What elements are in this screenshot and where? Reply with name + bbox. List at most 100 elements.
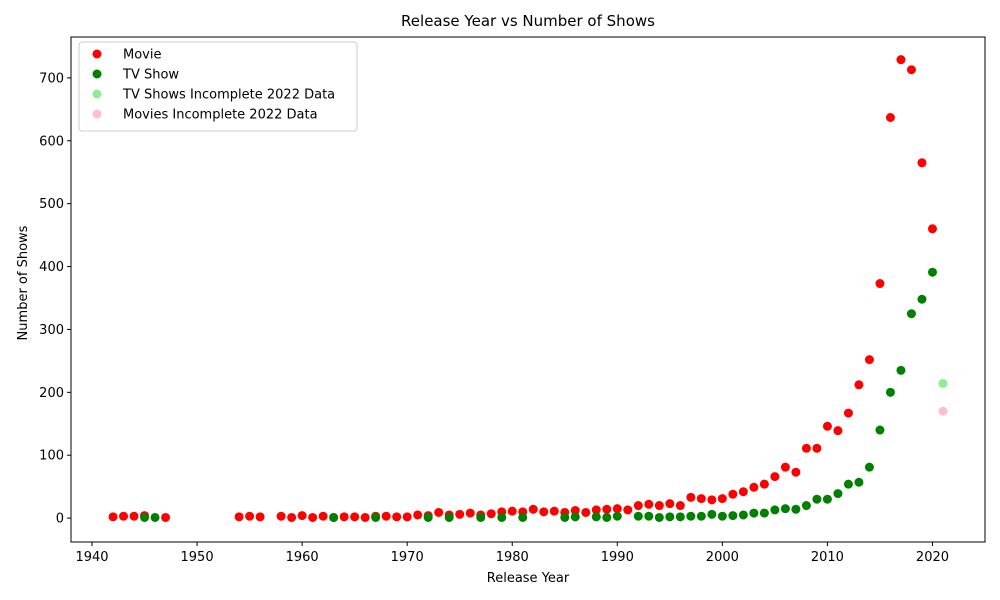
- legend-label-tv-show: TV Show: [122, 68, 179, 83]
- movie-point: [885, 112, 895, 122]
- tv-show-point: [591, 512, 601, 522]
- y-tick-label: 500: [39, 197, 64, 212]
- tv-show-point: [864, 462, 874, 472]
- tv-show-point: [675, 512, 685, 522]
- movie-point: [119, 511, 129, 521]
- tv-show-point: [759, 508, 769, 518]
- tv-show-point: [696, 511, 706, 521]
- y-tick-label: 300: [39, 323, 64, 338]
- tv-show-point: [518, 512, 528, 522]
- movie-point: [339, 512, 349, 522]
- axes-frame: [70, 36, 986, 543]
- tv-show-point: [791, 504, 801, 514]
- movie-point: [654, 501, 664, 511]
- tv-show-point: [906, 309, 916, 319]
- movie-point: [780, 462, 790, 472]
- tv-show-point: [728, 511, 738, 521]
- movie-point: [770, 472, 780, 482]
- tv-show-point: [686, 511, 696, 521]
- y-tick-label: 0: [56, 512, 64, 527]
- tv-show-point: [770, 505, 780, 515]
- movie-point: [161, 512, 171, 522]
- legend-marker-tv-shows-incomplete-2022-data: [92, 89, 102, 99]
- movie-point: [896, 55, 906, 65]
- tv-show-point: [843, 479, 853, 489]
- movie-point: [287, 512, 297, 522]
- movie-point: [906, 65, 916, 75]
- x-axis-title: Release Year: [487, 571, 570, 586]
- y-tick-label: 100: [39, 449, 64, 464]
- tv-show-point: [885, 387, 895, 397]
- movie-point: [413, 510, 423, 520]
- tv-show-point: [812, 494, 822, 504]
- movie-point: [717, 494, 727, 504]
- legend-label-movies-incomplete-2022-data: Movies Incomplete 2022 Data: [123, 108, 318, 123]
- x-tick-label: 1970: [391, 550, 424, 565]
- y-axis: 0 100 200 300 400 500 600 700: [39, 71, 71, 527]
- movie-point: [833, 426, 843, 436]
- tv-show-point: [738, 510, 748, 520]
- tv-show-point: [633, 511, 643, 521]
- movie-point: [738, 487, 748, 497]
- movie-point: [108, 512, 118, 522]
- tv-show-point: [875, 425, 885, 435]
- x-tick-label: 1950: [181, 550, 214, 565]
- legend-frame: [78, 41, 358, 132]
- tv-show-point: [717, 511, 727, 521]
- movie-point: [707, 495, 717, 505]
- movie-point: [486, 509, 496, 519]
- movie-point: [602, 504, 612, 514]
- movie-point: [528, 504, 538, 514]
- movie-point: [381, 511, 391, 521]
- movie-point: [392, 512, 402, 522]
- legend-marker-movies-incomplete-2022-data: [92, 109, 102, 119]
- movie-point: [350, 512, 360, 522]
- tv-show-point: [665, 512, 675, 522]
- x-tick-label: 2010: [811, 550, 844, 565]
- x-tick-label: 2020: [916, 550, 949, 565]
- tv-show-point: [654, 512, 664, 522]
- movie-point: [591, 505, 601, 515]
- tv-show-point: [644, 511, 654, 521]
- tv-show-point: [896, 365, 906, 375]
- movie-point: [759, 479, 769, 489]
- movie-point: [308, 512, 318, 522]
- movie-point: [801, 443, 811, 453]
- movie-point: [854, 380, 864, 390]
- movie-point: [644, 499, 654, 509]
- tv-show-point: [833, 489, 843, 499]
- y-axis-title: Number of Shows: [16, 225, 31, 340]
- tv-show-point: [570, 512, 580, 522]
- tv-show-point: [780, 504, 790, 514]
- chart-title: Release Year vs Number of Shows: [401, 12, 655, 30]
- tv-show-point: [371, 512, 381, 522]
- movie-point: [686, 492, 696, 502]
- movie-point: [843, 408, 853, 418]
- movie-point: [665, 499, 675, 509]
- movie-point: [360, 512, 370, 522]
- legend-marker-movie: [92, 49, 102, 59]
- movie-point: [864, 355, 874, 365]
- movie-point: [434, 507, 444, 517]
- movies-incomplete-2022-data-point: [938, 406, 948, 416]
- tv-show-point: [497, 512, 507, 522]
- movie-point: [245, 511, 255, 521]
- tv-show-point: [917, 294, 927, 304]
- tv-show-point: [444, 512, 454, 522]
- movie-point: [623, 505, 633, 515]
- movie-point: [581, 507, 591, 517]
- movie-point: [612, 504, 622, 514]
- movie-point: [675, 501, 685, 511]
- plot-area: [108, 55, 948, 522]
- x-tick-label: 1960: [286, 550, 319, 565]
- tv-show-point: [423, 512, 433, 522]
- tv-shows-incomplete-2022-data-point: [938, 379, 948, 389]
- movie-point: [455, 509, 465, 519]
- x-tick-label: 1980: [496, 550, 529, 565]
- movie-point: [276, 511, 286, 521]
- tv-show-point: [560, 512, 570, 522]
- movie-point: [234, 512, 244, 522]
- y-tick-label: 600: [39, 134, 64, 149]
- movie-point: [465, 508, 475, 518]
